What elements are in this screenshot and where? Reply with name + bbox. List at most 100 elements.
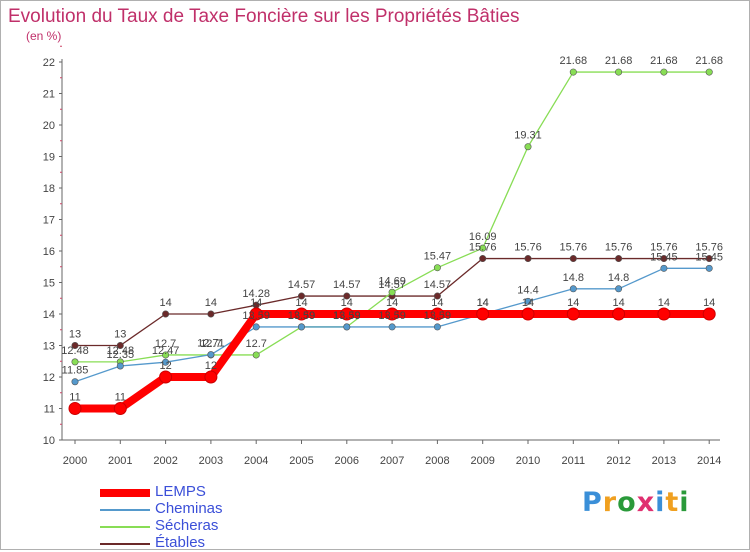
x-tick-label: 2007	[380, 455, 404, 467]
y-axis-unit: (en %)	[26, 29, 62, 43]
y-tick-label: 17	[43, 215, 55, 227]
data-point-lemps	[430, 307, 444, 321]
legend-swatch-etables	[100, 543, 150, 545]
data-label-secheras: 12.48	[61, 345, 89, 357]
data-label-etables: 14.57	[333, 279, 361, 291]
x-tick-label: 2006	[335, 455, 359, 467]
logo-letter: t	[665, 487, 680, 518]
data-label-cheminas: 13.59	[242, 310, 270, 322]
logo-letter: r	[602, 487, 618, 518]
x-tick-label: 2010	[516, 455, 540, 467]
data-point-secheras	[71, 358, 79, 366]
y-tick-label: 11	[44, 404, 55, 416]
data-label-lemps: 14	[567, 297, 579, 309]
data-point-cheminas	[71, 378, 79, 386]
legend-label-lemps: LEMPS	[155, 483, 206, 500]
data-point-etables	[343, 292, 351, 300]
chart-title: Evolution du Taux de Taxe Foncière sur l…	[8, 6, 520, 27]
data-label-etables: 15.76	[514, 242, 542, 254]
data-label-etables: 15.76	[605, 242, 633, 254]
data-point-cheminas	[162, 358, 170, 366]
x-tick-label: 2002	[153, 455, 177, 467]
x-tick-label: 2014	[697, 455, 721, 467]
data-point-lemps	[68, 402, 82, 415]
data-point-lemps	[295, 307, 308, 321]
data-label-etables: 13	[69, 329, 81, 341]
data-label-lemps: 14	[703, 297, 715, 309]
data-point-etables	[524, 255, 532, 263]
y-tick-label: 21	[43, 89, 55, 101]
x-tick-label: 2011	[561, 455, 585, 467]
logo-letter: i	[655, 487, 666, 518]
data-label-lemps: 14	[431, 297, 443, 309]
data-point-lemps	[521, 307, 535, 321]
data-point-secheras	[252, 351, 260, 359]
legend-swatch-secheras	[100, 526, 150, 528]
data-label-cheminas: 14	[477, 297, 489, 309]
data-point-cheminas	[660, 264, 668, 272]
data-label-secheras: 19.31	[514, 130, 542, 142]
data-label-lemps: 14	[386, 297, 398, 309]
data-point-lemps	[476, 307, 490, 321]
y-tick-label: 16	[43, 246, 55, 258]
data-point-lemps	[204, 370, 218, 384]
y-tick-label: 20	[43, 120, 55, 132]
data-point-secheras	[479, 244, 487, 252]
data-point-etables	[479, 255, 487, 263]
data-label-etables: 14.57	[378, 279, 406, 291]
data-point-lemps	[385, 307, 399, 321]
data-point-lemps	[113, 402, 127, 415]
data-label-secheras: 12.7	[245, 338, 266, 350]
data-point-cheminas	[524, 297, 532, 305]
data-label-lemps: 11	[115, 392, 126, 404]
data-label-secheras: 21.68	[695, 55, 723, 67]
x-tick-label: 2013	[652, 455, 676, 467]
data-label-secheras: 12.7	[200, 338, 221, 350]
data-point-cheminas	[388, 323, 396, 331]
legend-swatch-cheminas	[100, 509, 150, 511]
legend-swatch-lemps	[100, 489, 150, 497]
data-label-secheras: 14.69	[378, 275, 406, 287]
data-label-lemps: 14	[295, 297, 307, 309]
data-point-cheminas	[207, 351, 215, 359]
data-label-cheminas: 13.59	[424, 310, 452, 322]
data-point-secheras	[660, 68, 668, 76]
data-point-secheras	[615, 68, 623, 76]
data-point-etables	[162, 310, 170, 318]
data-label-lemps: 14	[250, 297, 262, 309]
data-label-etables: 14.57	[288, 279, 316, 291]
data-point-lemps	[159, 370, 173, 384]
data-label-etables: 15.76	[560, 242, 588, 254]
data-point-etables	[207, 310, 215, 318]
proxiti-logo: Proxiti	[582, 487, 690, 518]
data-label-etables: 14	[159, 297, 171, 309]
data-point-secheras	[388, 288, 396, 296]
data-label-etables: 14.57	[424, 279, 452, 291]
logo-letter: o	[617, 487, 637, 518]
data-point-lemps	[340, 307, 354, 321]
data-label-etables: 15.76	[469, 242, 497, 254]
y-tick-label: 22	[43, 57, 55, 69]
data-point-etables	[433, 292, 441, 300]
data-label-lemps: 14	[612, 297, 624, 309]
data-point-lemps	[566, 307, 580, 321]
data-label-secheras: 21.68	[560, 55, 588, 67]
data-point-lemps	[702, 307, 716, 321]
data-label-cheminas: 12.47	[152, 345, 180, 357]
data-label-lemps: 14	[341, 297, 353, 309]
data-point-secheras	[162, 351, 170, 359]
data-label-secheras: 12.48	[107, 345, 135, 357]
data-label-secheras: 21.68	[605, 55, 633, 67]
data-label-secheras: 13.59	[333, 310, 361, 322]
data-point-etables	[705, 255, 713, 263]
data-label-lemps: 14	[477, 297, 489, 309]
data-label-cheminas: 14.4	[517, 284, 538, 296]
data-point-etables	[615, 255, 623, 263]
x-tick-label: 2005	[289, 455, 313, 467]
data-point-secheras	[524, 143, 532, 151]
data-label-etables: 15.76	[695, 242, 723, 254]
data-label-cheminas: 13.59	[333, 310, 361, 322]
data-label-secheras: 12.7	[155, 338, 176, 350]
data-label-cheminas: 15.45	[650, 251, 678, 263]
data-point-cheminas	[569, 285, 577, 293]
